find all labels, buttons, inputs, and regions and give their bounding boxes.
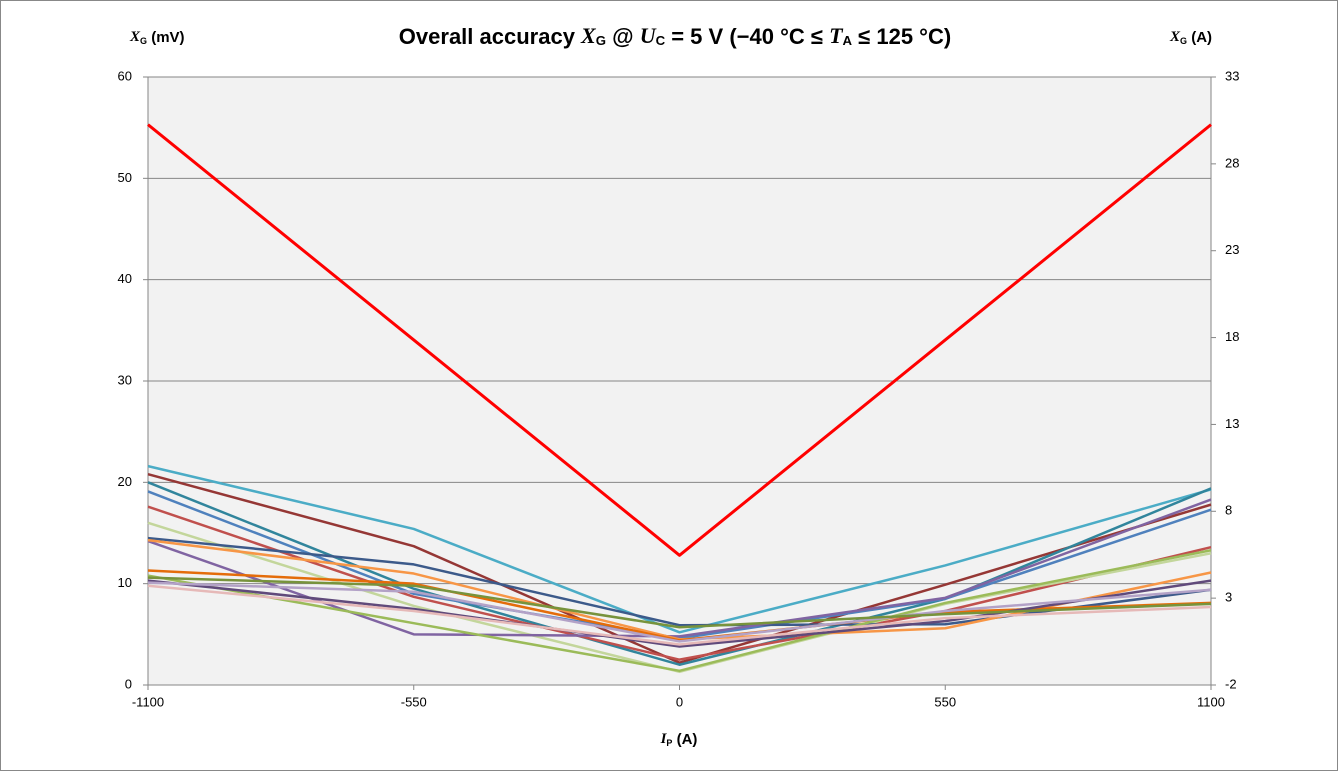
x-tick-label: -1100 <box>132 694 164 709</box>
series-line <box>147 473 1212 664</box>
chart-title: Overall accuracy XG @ UC = 5 V (−40 °C ≤… <box>399 23 951 49</box>
y-tick-label: 50 <box>118 170 132 185</box>
x-axis-label: IP (A) <box>660 731 698 748</box>
y-tick-label: 60 <box>118 68 132 83</box>
y2-axis-label: XG (A) <box>1169 29 1212 46</box>
y-tick-label: 30 <box>118 372 132 387</box>
series-line <box>147 576 1212 629</box>
y-axis-label: XG (mV) <box>129 29 185 46</box>
y-tick-label: 40 <box>118 271 132 286</box>
y-tick-label: 20 <box>118 474 132 489</box>
series-line <box>147 505 1212 661</box>
x-tick-label: -550 <box>401 694 427 709</box>
x-tick-label: 1100 <box>1197 694 1225 709</box>
x-tick-label: 550 <box>934 694 956 709</box>
y2-tick-label: 23 <box>1225 242 1239 257</box>
y2-tick-label: 28 <box>1225 155 1239 170</box>
y-tick-label: 0 <box>125 676 132 691</box>
y2-tick-label: 8 <box>1225 503 1232 518</box>
series-line <box>147 481 1212 666</box>
y2-tick-label: 13 <box>1225 416 1239 431</box>
series-line <box>147 549 1212 673</box>
y2-tick-label: -2 <box>1225 676 1237 691</box>
series-line <box>147 581 1212 643</box>
y-tick-label: 10 <box>118 575 132 590</box>
series-line <box>147 584 1212 646</box>
y2-tick-label: 33 <box>1225 68 1239 83</box>
series-line <box>147 536 1212 627</box>
series-line <box>147 579 1212 648</box>
y2-tick-label: 18 <box>1225 329 1239 344</box>
series-line <box>147 123 1212 557</box>
series-line <box>147 464 1212 634</box>
x-tick-label: 0 <box>676 694 683 709</box>
y2-tick-label: 3 <box>1225 590 1232 605</box>
